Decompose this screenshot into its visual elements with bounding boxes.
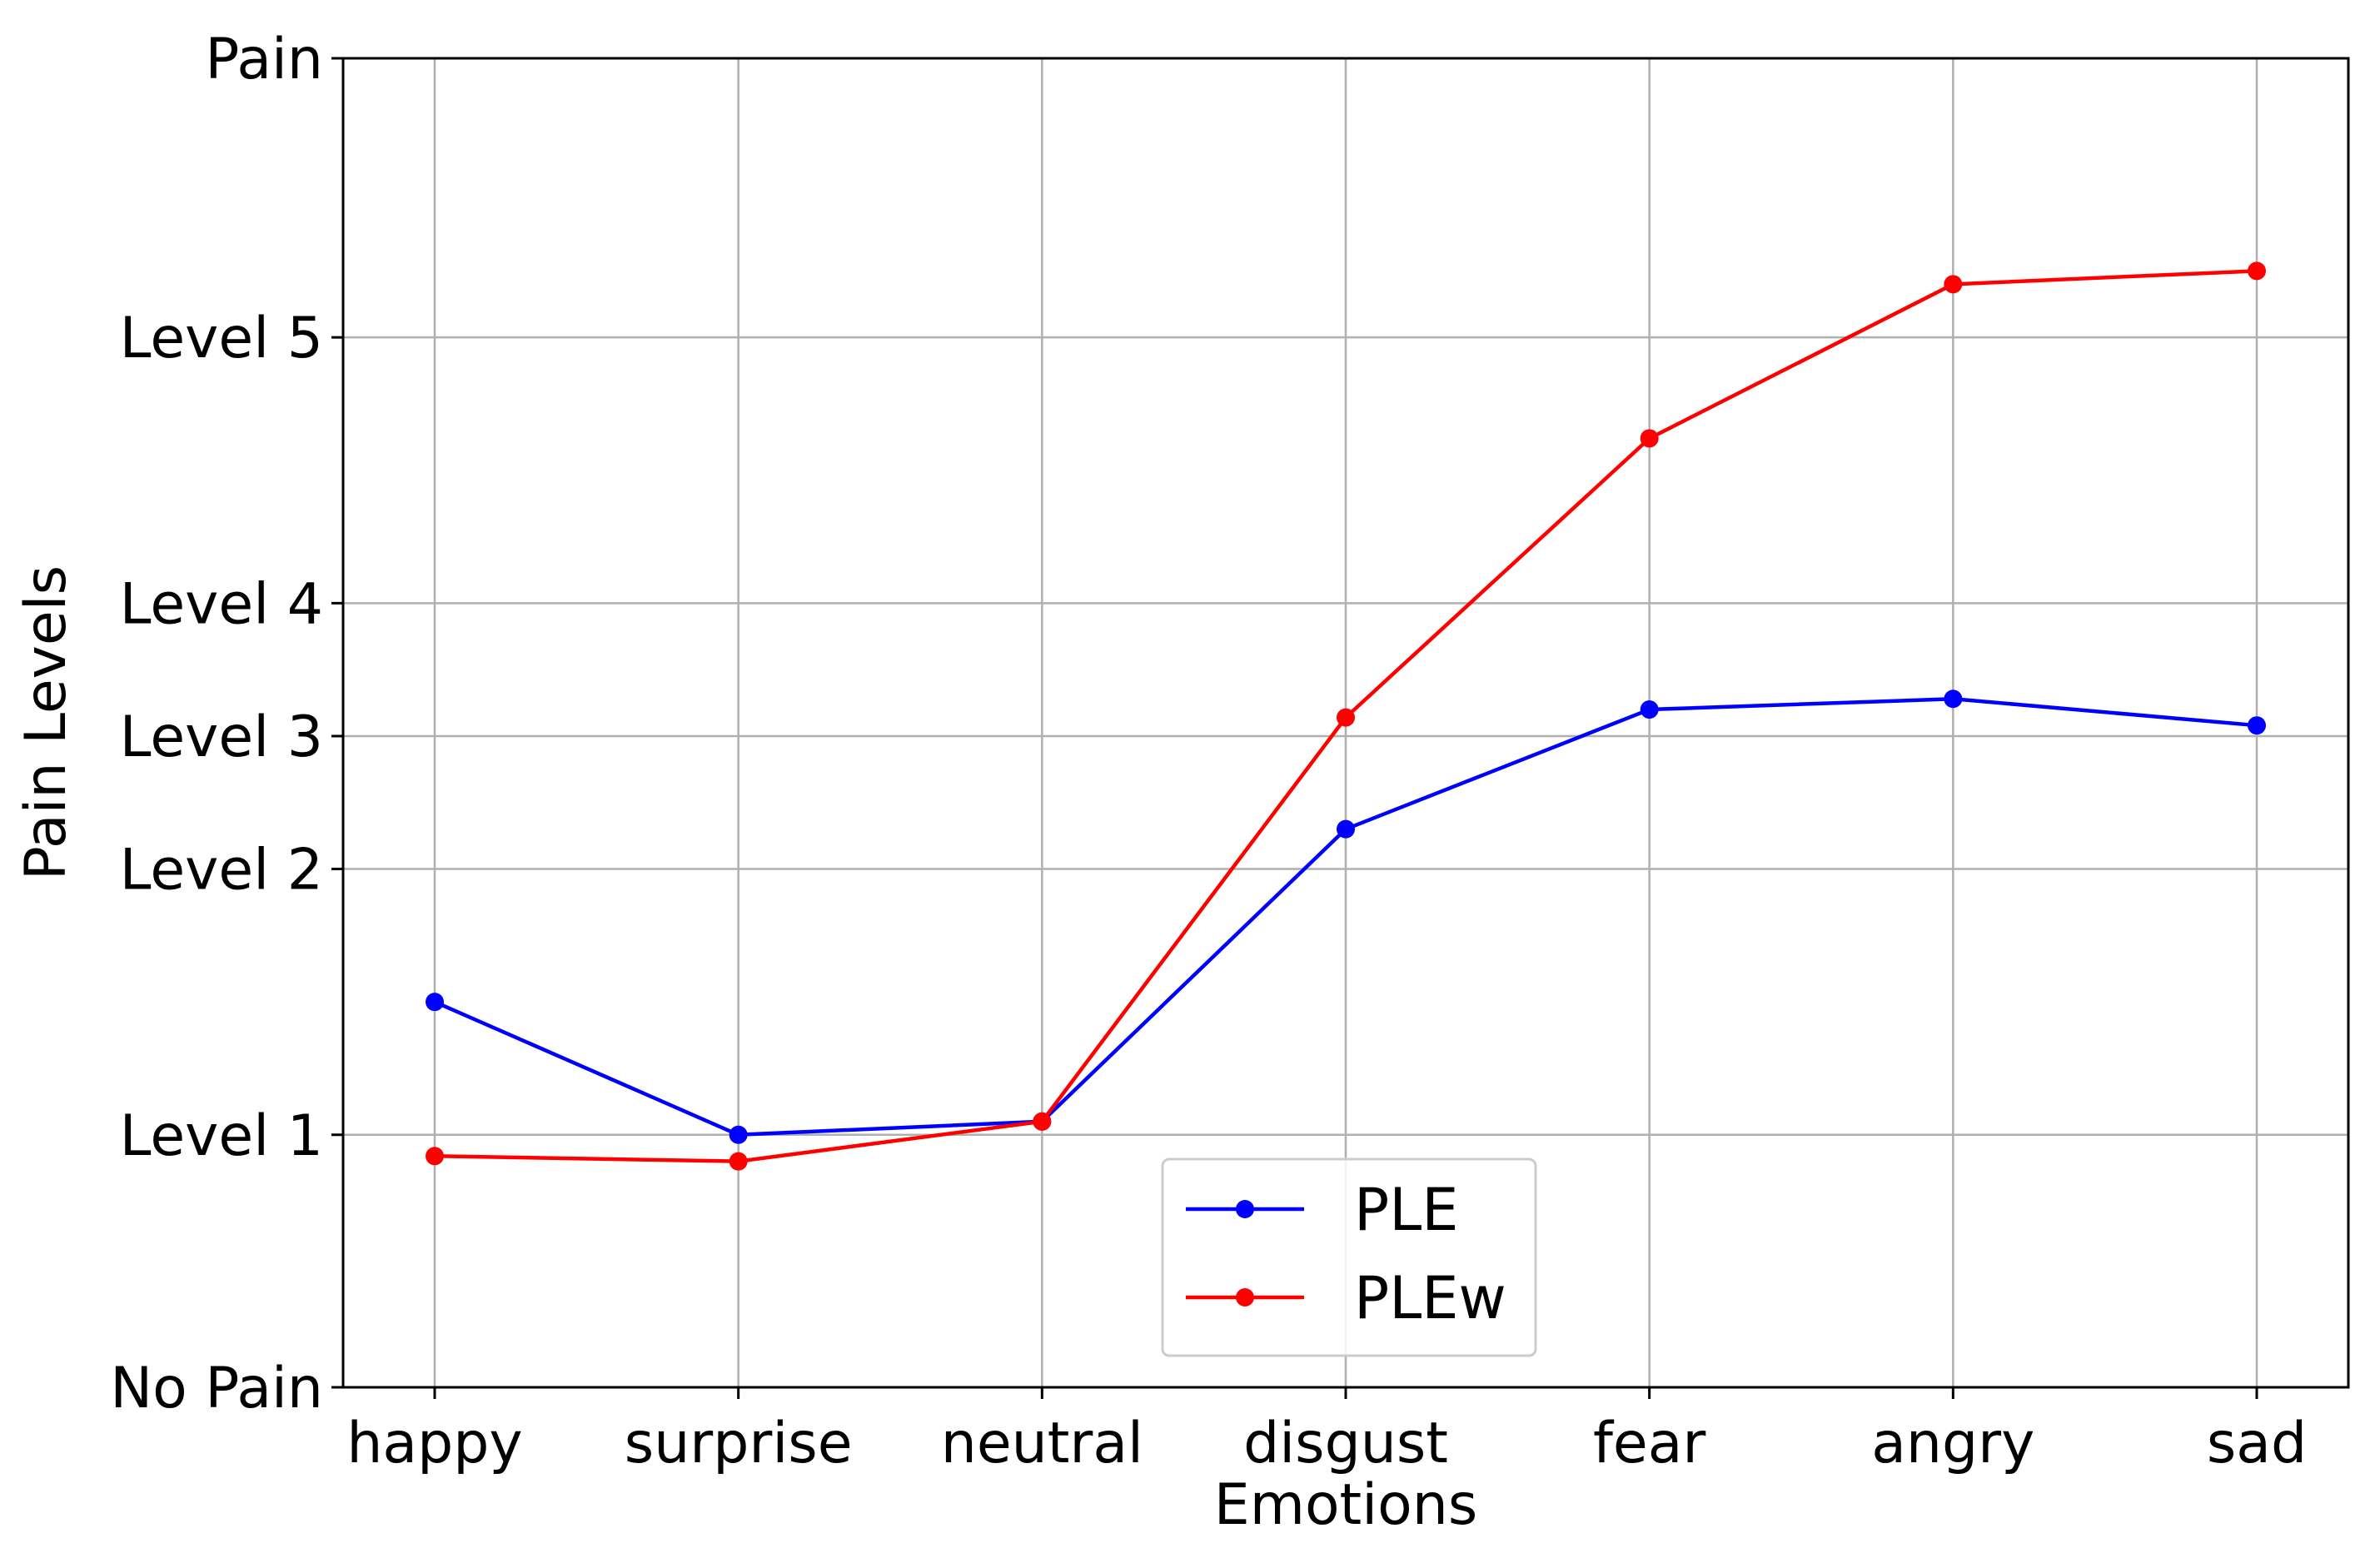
y-tick-label: Level 1 <box>120 1103 323 1169</box>
y-tick-label: Level 2 <box>120 838 323 903</box>
data-point-PLE-sad <box>2248 716 2266 735</box>
y-tick-label: Pain <box>205 27 323 92</box>
x-tick-label-sad: sad <box>2207 1411 2307 1476</box>
x-tick-label-disgust: disgust <box>1243 1411 1448 1476</box>
legend-entry-PLEw: PLEw <box>1186 1264 1506 1332</box>
data-point-PLE-angry <box>1944 689 1963 709</box>
data-point-PLEw-surprise <box>729 1152 748 1171</box>
data-point-PLEw-happy <box>426 1147 444 1166</box>
x-tick-label-surprise: surprise <box>625 1411 853 1476</box>
y-tick-labels: No Pain Level 1 Level 2 Level 3 Level 4 Level… <box>110 27 323 1421</box>
y-tick-label: Level 5 <box>120 306 323 371</box>
data-point-PLEw-fear <box>1640 429 1659 448</box>
legend: PLE PLEw <box>1161 1157 1537 1357</box>
data-point-PLEw-angry <box>1944 275 1963 294</box>
data-point-PLE-fear <box>1640 700 1659 719</box>
y-tick-label: Level 3 <box>120 704 323 770</box>
data-point-PLEw-disgust <box>1337 708 1355 727</box>
data-point-PLEw-sad <box>2248 261 2266 281</box>
legend-marker-PLE <box>1236 1200 1254 1218</box>
data-point-PLE-surprise <box>729 1125 748 1144</box>
data-point-PLE-happy <box>426 993 444 1012</box>
series-group <box>426 261 2266 1171</box>
y-tick-label: Level 4 <box>120 571 323 637</box>
x-tick-labels: happy surprise neutral disgust fear angry sad <box>346 1411 2307 1476</box>
x-tick-label-angry: angry <box>1871 1411 2034 1476</box>
x-tick-label-happy: happy <box>346 1411 522 1476</box>
tick-marks <box>331 57 2258 1399</box>
legend-marker-PLEw <box>1236 1288 1254 1307</box>
data-point-PLE-disgust <box>1337 819 1355 839</box>
legend-entry-PLE: PLE <box>1186 1176 1458 1244</box>
y-tick-label: No Pain <box>110 1356 323 1421</box>
x-tick-label-neutral: neutral <box>941 1411 1143 1476</box>
series-PLEw <box>426 261 2266 1171</box>
legend-label-PLEw: PLEw <box>1354 1264 1506 1332</box>
x-tick-label-fear: fear <box>1593 1411 1705 1476</box>
legend-label-PLE: PLE <box>1354 1176 1458 1244</box>
y-axis-label: Pain Levels <box>13 565 79 880</box>
data-point-PLEw-neutral <box>1033 1112 1052 1131</box>
x-axis-label: Emotions <box>1214 1472 1478 1538</box>
